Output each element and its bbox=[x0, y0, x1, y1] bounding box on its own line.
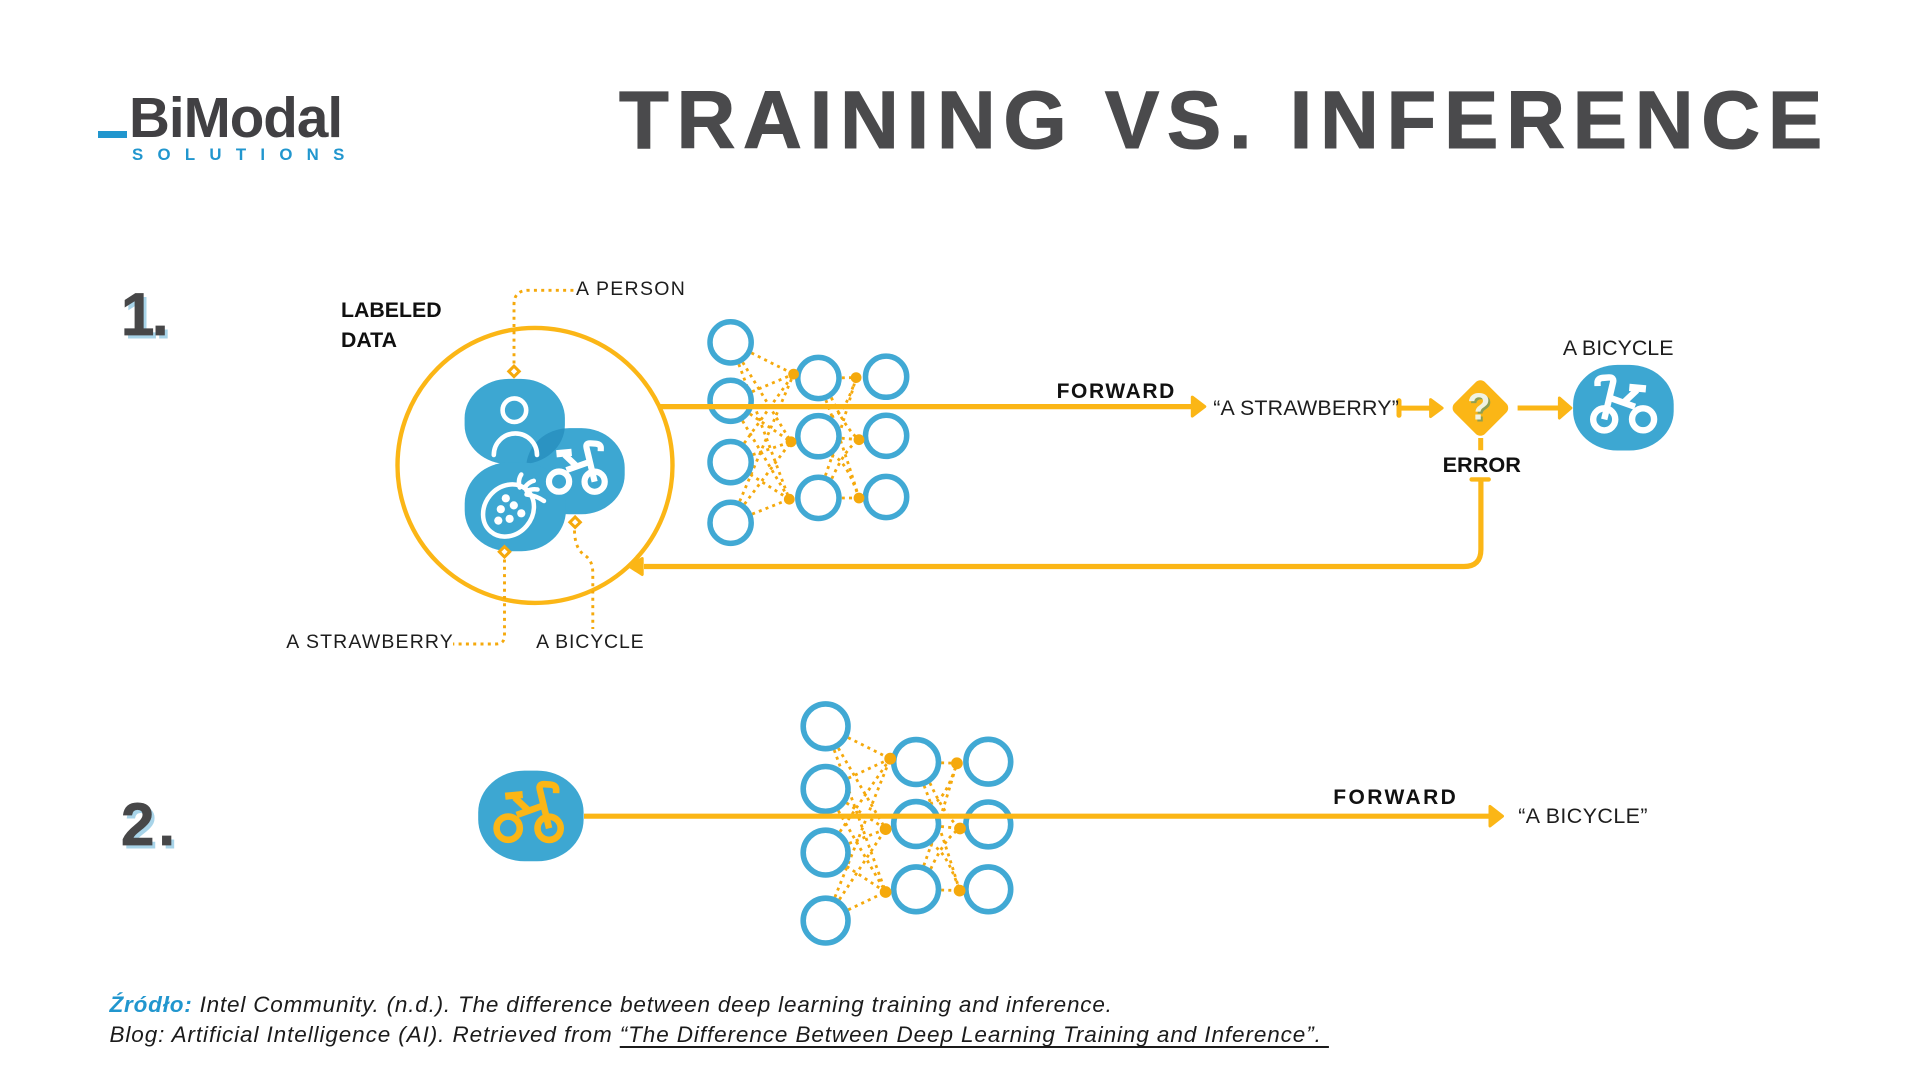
svg-text:?: ? bbox=[1467, 387, 1490, 429]
svg-text:?: ? bbox=[1469, 389, 1492, 431]
